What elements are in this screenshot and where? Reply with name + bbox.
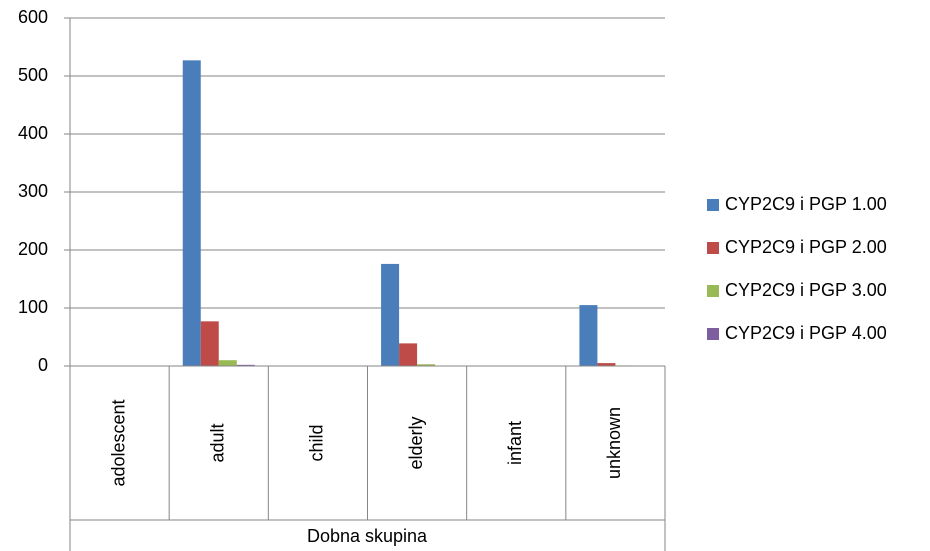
legend-swatch bbox=[707, 328, 719, 340]
legend-swatch bbox=[707, 242, 719, 254]
x-tick-label: infant bbox=[505, 421, 525, 465]
bar bbox=[381, 263, 400, 366]
bar bbox=[236, 364, 255, 366]
y-tick-label: 600 bbox=[18, 7, 48, 27]
x-tick-label: unknown bbox=[604, 407, 624, 479]
legend-label: CYP2C9 i PGP 1.00 bbox=[725, 194, 887, 214]
legend-label: CYP2C9 i PGP 3.00 bbox=[725, 280, 887, 300]
y-tick-label: 100 bbox=[18, 297, 48, 317]
bar bbox=[417, 364, 436, 366]
y-tick-label: 500 bbox=[18, 65, 48, 85]
x-tick-label: adult bbox=[208, 423, 228, 462]
y-tick-label: 300 bbox=[18, 181, 48, 201]
bar bbox=[200, 321, 219, 366]
legend-label: CYP2C9 i PGP 4.00 bbox=[725, 323, 887, 343]
x-tick-label: child bbox=[307, 424, 327, 461]
y-tick-label: 400 bbox=[18, 123, 48, 143]
bar bbox=[182, 60, 201, 367]
bar bbox=[579, 305, 598, 366]
bar bbox=[399, 343, 418, 366]
legend-swatch bbox=[707, 285, 719, 297]
bar bbox=[218, 360, 237, 366]
x-tick-label: adolescent bbox=[108, 399, 128, 486]
y-tick-label: 200 bbox=[18, 239, 48, 259]
y-tick-label: 0 bbox=[38, 355, 48, 375]
legend-swatch bbox=[707, 199, 719, 211]
legend-label: CYP2C9 i PGP 2.00 bbox=[725, 237, 887, 257]
x-tick-label: elderly bbox=[406, 416, 426, 469]
x-axis-title: Dobna skupina bbox=[307, 526, 428, 546]
bar bbox=[597, 363, 616, 366]
